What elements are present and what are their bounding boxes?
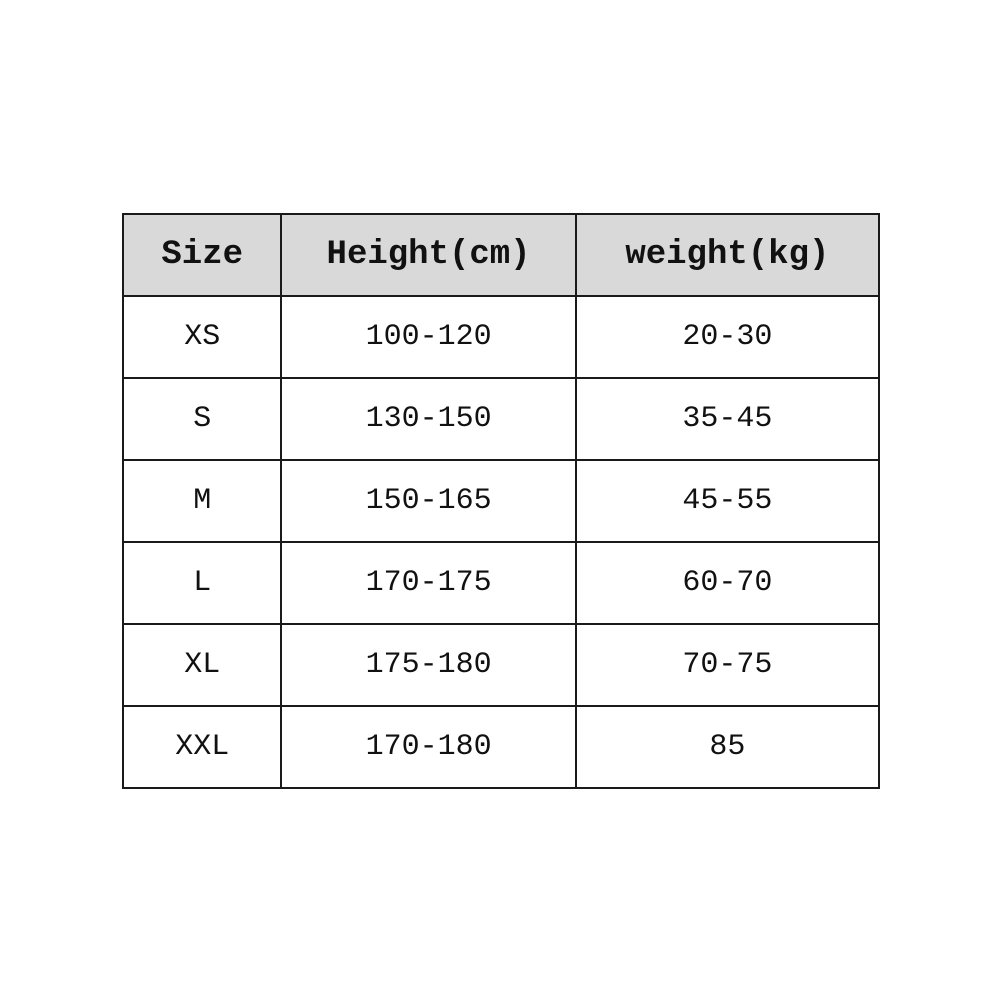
header-size: Size: [121, 213, 283, 297]
header-height: Height(cm): [280, 213, 577, 297]
height-cell: 100-120: [280, 295, 577, 379]
weight-cell: 60-70: [574, 541, 881, 625]
height-cell: 170-180: [280, 705, 577, 789]
size-cell: XS: [121, 295, 283, 379]
size-cell: XL: [121, 623, 283, 707]
weight-cell: 85: [574, 705, 881, 789]
size-chart-table: Size Height(cm) weight(kg) XS 100-120 20-3…: [121, 213, 881, 789]
header-weight: weight(kg): [574, 213, 881, 297]
height-cell: 175-180: [280, 623, 577, 707]
weight-cell: 35-45: [574, 377, 881, 461]
table-row: XL 175-180 70-75: [121, 623, 881, 707]
header-row: Size Height(cm) weight(kg): [121, 213, 881, 297]
weight-cell: 70-75: [574, 623, 881, 707]
table-row: XXL 170-180 85: [121, 705, 881, 789]
size-cell: S: [121, 377, 283, 461]
height-cell: 170-175: [280, 541, 577, 625]
table-row: L 170-175 60-70: [121, 541, 881, 625]
table-row: S 130-150 35-45: [121, 377, 881, 461]
size-cell: M: [121, 459, 283, 543]
size-cell: L: [121, 541, 283, 625]
height-cell: 130-150: [280, 377, 577, 461]
size-cell: XXL: [121, 705, 283, 789]
height-cell: 150-165: [280, 459, 577, 543]
table-row: XS 100-120 20-30: [121, 295, 881, 379]
weight-cell: 45-55: [574, 459, 881, 543]
weight-cell: 20-30: [574, 295, 881, 379]
table-row: M 150-165 45-55: [121, 459, 881, 543]
